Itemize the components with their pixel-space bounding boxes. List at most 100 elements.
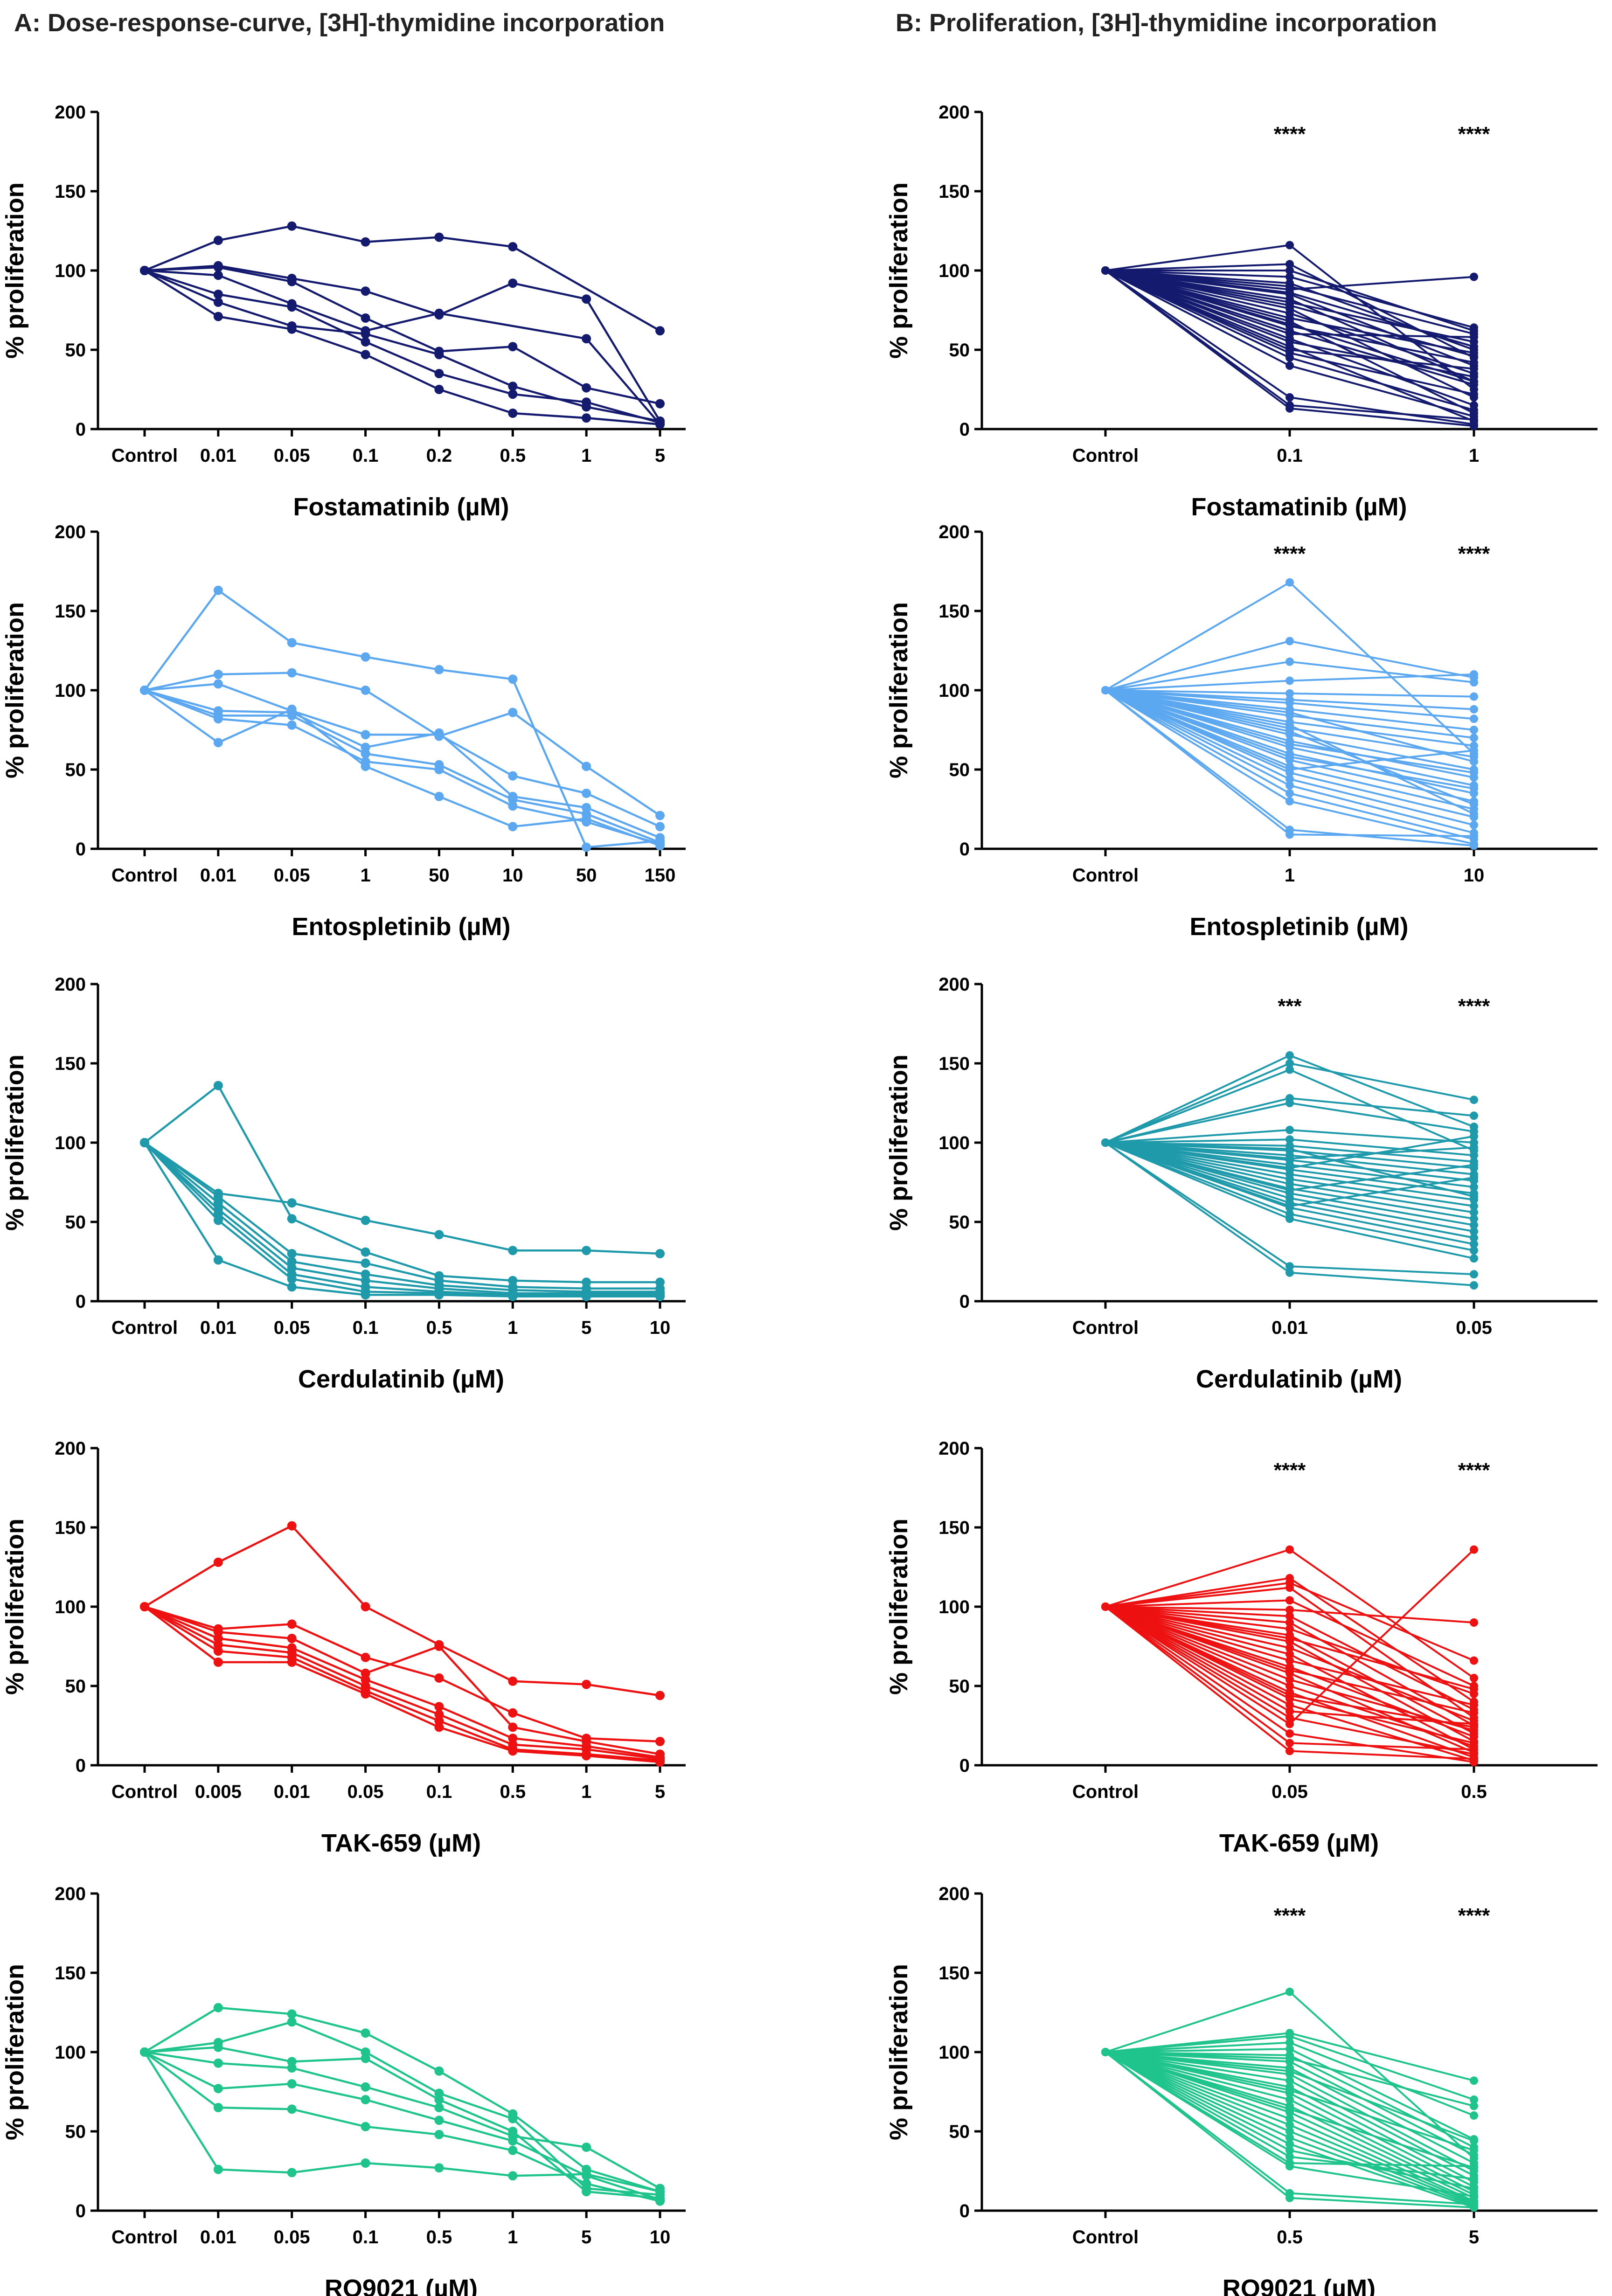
x-tick-label: Control <box>1072 865 1139 886</box>
data-point <box>508 1708 518 1718</box>
x-tick-label: Control <box>1072 2227 1139 2247</box>
data-point <box>582 413 591 423</box>
x-axis-title: TAK-659 (µM) <box>321 1829 481 1857</box>
data-point <box>1470 2095 1478 2104</box>
y-tick-label: 150 <box>938 601 970 622</box>
data-point <box>1285 1700 1294 1709</box>
y-tick-label: 100 <box>938 1597 970 1617</box>
data-point <box>1470 2146 1478 2155</box>
data-point <box>1470 1656 1478 1665</box>
data-point <box>1470 1708 1478 1717</box>
data-point <box>655 2196 665 2206</box>
series-line <box>144 1605 660 1743</box>
data-point <box>1285 1747 1294 1755</box>
data-point <box>1470 2136 1478 2145</box>
y-axis-title: % proliferation <box>1 602 29 778</box>
x-tick-label: 1 <box>1285 865 1295 886</box>
data-point <box>508 1722 518 1732</box>
y-tick-label: 100 <box>938 680 970 701</box>
data-point <box>508 2114 518 2123</box>
data-point <box>508 2171 518 2181</box>
data-point <box>1285 752 1294 761</box>
data-point <box>434 765 444 774</box>
data-point <box>655 2187 665 2197</box>
data-point <box>1470 1755 1478 1763</box>
series-line <box>144 689 660 844</box>
data-point <box>1285 2095 1294 2104</box>
data-point <box>1285 282 1294 291</box>
y-tick-label: 50 <box>949 1212 970 1233</box>
data-point <box>1470 746 1478 755</box>
data-point <box>1285 1605 1294 1614</box>
x-tick-label: 0.01 <box>274 1782 310 1802</box>
y-axis-title: % proliferation <box>1 1519 29 1695</box>
data-point <box>1470 364 1478 373</box>
y-tick-label: 0 <box>76 2201 86 2221</box>
series-line <box>144 689 660 839</box>
data-point <box>582 2143 591 2152</box>
significance-label: **** <box>1458 995 1490 1018</box>
data-point <box>1285 2105 1294 2114</box>
data-point <box>1285 1065 1294 1074</box>
data-point <box>1470 330 1478 338</box>
data-point <box>1285 1675 1294 1684</box>
data-point <box>287 668 297 678</box>
y-tick-label: 150 <box>55 1963 86 1984</box>
x-tick-label: 0.5 <box>1461 1782 1487 1802</box>
data-point <box>1101 266 1110 275</box>
chart-panel-b2: 0 50 100 150 200 Control 1 10 Entospletinib (µM)… <box>885 522 1598 941</box>
data-point <box>434 1230 444 1240</box>
data-point <box>434 385 444 394</box>
data-point <box>655 326 665 336</box>
y-tick-label: 100 <box>938 261 970 281</box>
y-tick-label: 200 <box>938 1884 970 1904</box>
x-tick-label: 10 <box>650 1318 671 1338</box>
data-point <box>1285 2162 1294 2171</box>
data-point <box>434 2163 444 2173</box>
data-point <box>1285 727 1294 736</box>
x-tick-label: 10 <box>1464 865 1485 886</box>
data-point <box>1470 821 1478 829</box>
data-point <box>213 2084 223 2094</box>
data-point <box>582 842 591 852</box>
series-line <box>144 264 661 422</box>
data-point <box>1285 1682 1294 1690</box>
y-tick-label: 0 <box>76 419 86 440</box>
y-tick-label: 100 <box>55 1133 86 1153</box>
data-point <box>287 1282 297 1292</box>
x-tick-label: 0.005 <box>195 1782 242 1802</box>
data-point <box>1470 1246 1478 1255</box>
y-tick-label: 50 <box>949 760 970 780</box>
series-line <box>144 1142 660 1290</box>
x-tick-label: 1 <box>581 445 591 466</box>
data-point <box>361 329 370 339</box>
significance-label: **** <box>1458 1904 1490 1927</box>
data-point <box>1285 721 1294 729</box>
data-point <box>1285 1268 1294 1277</box>
data-point <box>434 369 444 378</box>
data-point <box>655 822 665 832</box>
data-point <box>1285 781 1294 790</box>
data-point <box>434 1673 444 1683</box>
x-tick-label: 0.05 <box>347 1782 384 1802</box>
data-point <box>287 1619 297 1629</box>
data-point <box>582 762 591 771</box>
data-point <box>1470 2192 1478 2201</box>
data-point <box>508 342 518 352</box>
data-point <box>1470 810 1478 819</box>
data-point <box>1470 2175 1478 2183</box>
data-point <box>1470 1732 1478 1741</box>
data-point <box>1285 1650 1294 1658</box>
data-point <box>361 1689 370 1699</box>
data-point <box>1470 1151 1478 1160</box>
y-tick-label: 50 <box>65 2122 86 2142</box>
series-line <box>144 269 660 424</box>
y-tick-label: 100 <box>55 261 86 281</box>
series-line <box>144 1142 660 1296</box>
data-point <box>1470 1618 1478 1627</box>
data-point <box>1285 1618 1294 1627</box>
chart-panel-b4: 0 50 100 150 200 Control 0.05 0.5 TAK-659 (µM) % … <box>885 1438 1598 1857</box>
y-tick-label: 0 <box>76 839 86 860</box>
data-point <box>361 749 370 758</box>
data-point <box>361 1652 370 1662</box>
